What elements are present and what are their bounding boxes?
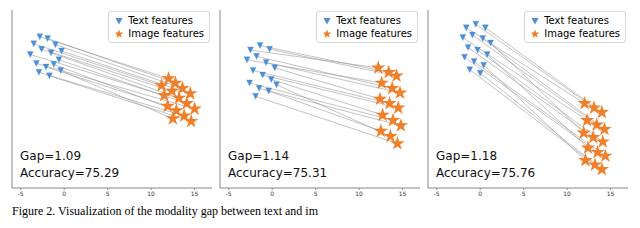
svg-text:-5: -5	[18, 190, 24, 197]
svg-text:10: 10	[355, 190, 363, 197]
svg-text:-5: -5	[434, 190, 440, 197]
svg-text:10: 10	[147, 190, 155, 197]
svg-text:0: 0	[62, 190, 66, 197]
svg-text:5: 5	[314, 190, 318, 197]
svg-text:5: 5	[522, 190, 526, 197]
svg-text:-5: -5	[226, 190, 232, 197]
html-text:Figure 2. Visualization of the: Figure 2. Visualization of the modality …	[12, 204, 318, 218]
svg-text:0: 0	[478, 190, 482, 197]
html-text:Gap=1.09: Gap=1.09	[20, 149, 81, 163]
svg-text:15: 15	[607, 190, 615, 197]
html-text:Image features: Image features	[544, 28, 620, 39]
svg-text:0: 0	[270, 190, 274, 197]
html-text:Image features: Image features	[336, 28, 412, 39]
svg-text:15: 15	[399, 190, 407, 197]
svg-text:5: 5	[106, 190, 110, 197]
html-text:Gap=1.14: Gap=1.14	[228, 149, 289, 163]
html-text:Accuracy=75.29: Accuracy=75.29	[20, 166, 120, 180]
html-text:Text features: Text features	[336, 15, 401, 26]
html-text:Text features: Text features	[544, 15, 609, 26]
html-text:Accuracy=75.76: Accuracy=75.76	[436, 166, 536, 180]
html-text:Text features: Text features	[128, 15, 193, 26]
html-text:Image features: Image features	[128, 28, 204, 39]
svg-text:10: 10	[563, 190, 571, 197]
html-text:Gap=1.18: Gap=1.18	[436, 149, 497, 163]
svg-text:15: 15	[191, 190, 199, 197]
html-text:Accuracy=75.31: Accuracy=75.31	[228, 166, 328, 180]
